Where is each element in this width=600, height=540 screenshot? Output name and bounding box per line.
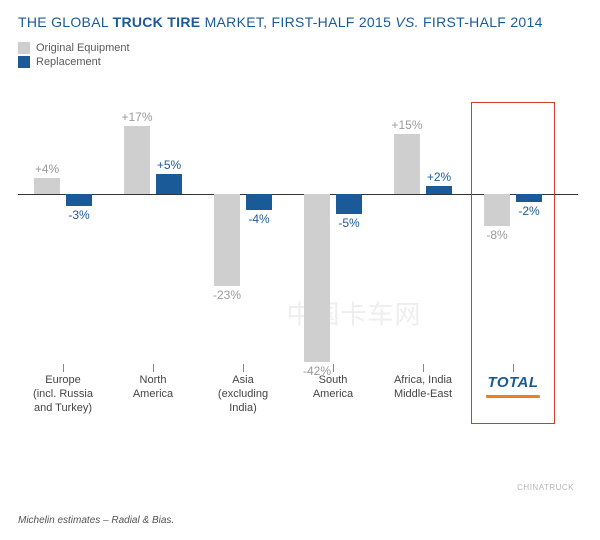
legend-item-oe: Original Equipment xyxy=(18,42,582,54)
oe-value-label: +4% xyxy=(27,162,67,176)
rep-bar xyxy=(246,194,272,210)
watermark-small: CHINATRUCK xyxy=(517,483,574,492)
oe-bar xyxy=(484,194,510,226)
rep-bar xyxy=(156,174,182,194)
oe-value-label: -23% xyxy=(207,288,247,302)
region-label: Africa, IndiaMiddle-East xyxy=(378,374,468,402)
region-tick xyxy=(243,364,244,372)
title-bold: TRUCK TIRE xyxy=(113,14,201,30)
rep-bar xyxy=(426,186,452,194)
legend-swatch-rep xyxy=(18,56,30,68)
rep-value-label: +5% xyxy=(149,158,189,172)
oe-bar xyxy=(304,194,330,362)
title-prefix: THE GLOBAL xyxy=(18,14,113,30)
rep-value-label: -2% xyxy=(509,204,549,218)
legend-item-rep: Replacement xyxy=(18,56,582,68)
oe-value-label: +15% xyxy=(387,118,427,132)
region-tick xyxy=(63,364,64,372)
total-logo-bar xyxy=(486,395,540,398)
oe-value-label: +17% xyxy=(117,110,157,124)
region-tick xyxy=(513,364,514,372)
region-label: Asia(excludingIndia) xyxy=(198,374,288,415)
rep-bar xyxy=(336,194,362,214)
rep-bar xyxy=(66,194,92,206)
rep-value-label: +2% xyxy=(419,170,459,184)
total-logo-text: TOTAL xyxy=(487,374,538,393)
region-label: Europe(incl. Russiaand Turkey) xyxy=(18,374,108,415)
chart-title: THE GLOBAL TRUCK TIRE MARKET, FIRST-HALF… xyxy=(18,14,582,30)
rep-value-label: -4% xyxy=(239,212,279,226)
bar-chart: +4% -3% Europe(incl. Russiaand Turkey) +17%… xyxy=(18,74,578,454)
title-mid: MARKET, FIRST-HALF 2015 xyxy=(200,14,395,30)
title-vs: VS. xyxy=(395,14,418,30)
oe-bar xyxy=(124,126,150,194)
oe-bar xyxy=(394,134,420,194)
oe-bar xyxy=(34,178,60,194)
legend-swatch-oe xyxy=(18,42,30,54)
rep-value-label: -3% xyxy=(59,208,99,222)
total-logo: TOTAL xyxy=(468,374,558,398)
region-tick xyxy=(423,364,424,372)
legend: Original Equipment Replacement xyxy=(18,42,582,68)
rep-value-label: -5% xyxy=(329,216,369,230)
legend-label-rep: Replacement xyxy=(36,56,101,68)
rep-bar xyxy=(516,194,542,202)
region-label: SouthAmerica xyxy=(288,374,378,402)
legend-label-oe: Original Equipment xyxy=(36,42,130,54)
oe-value-label: -8% xyxy=(477,228,517,242)
oe-bar xyxy=(214,194,240,286)
region-label: NorthAmerica xyxy=(108,374,198,402)
region-tick xyxy=(333,364,334,372)
title-suffix: FIRST-HALF 2014 xyxy=(419,14,543,30)
footnote: Michelin estimates – Radial & Bias. xyxy=(18,515,174,526)
region-tick xyxy=(153,364,154,372)
